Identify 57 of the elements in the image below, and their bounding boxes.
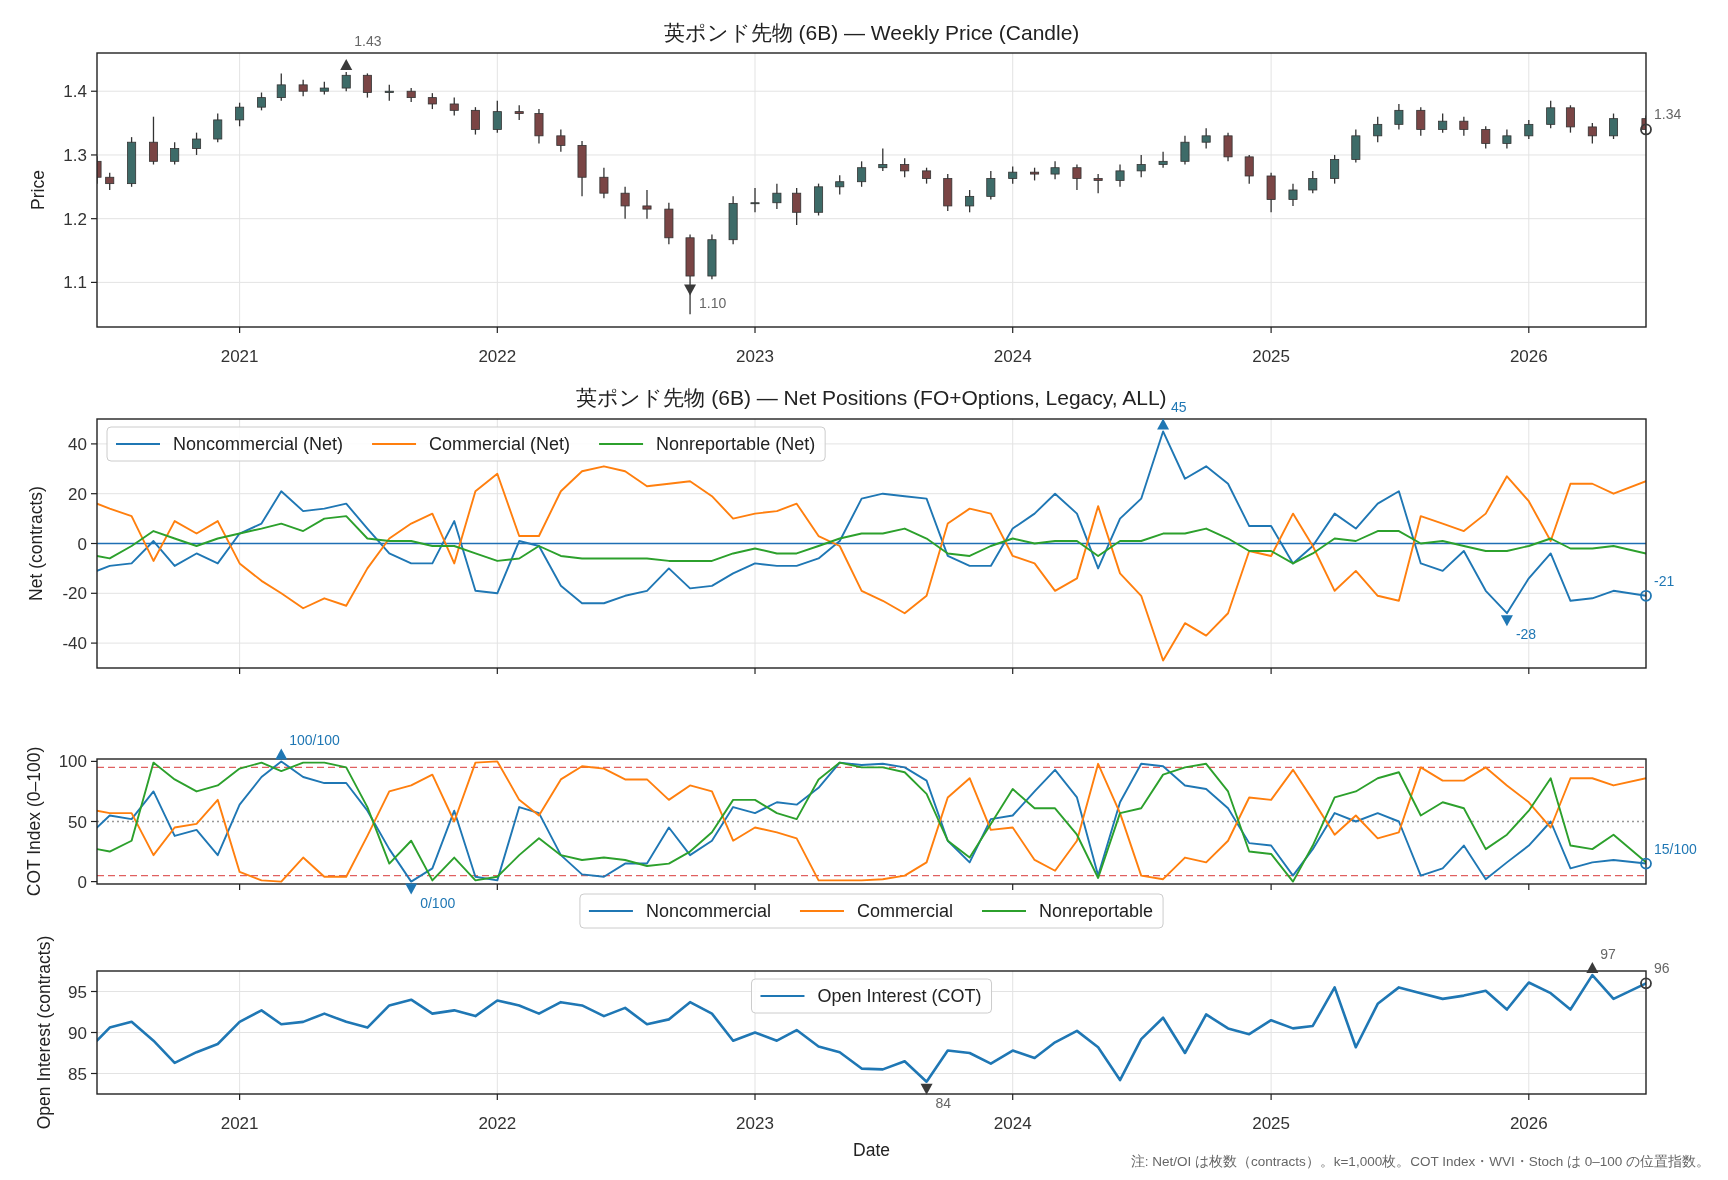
- x-tick-label: 2023: [736, 1114, 774, 1133]
- y-tick-label: 0: [77, 872, 87, 892]
- annotation: 97: [1600, 946, 1617, 963]
- line-series: [97, 515, 1646, 565]
- y-axis-title: COT Index (0–100): [24, 746, 44, 897]
- y-tick-label: 0: [77, 534, 87, 554]
- y-tick-label: 85: [68, 1064, 87, 1084]
- x-tick-label: 2025: [1252, 347, 1291, 366]
- annotation: 1.10: [699, 295, 727, 312]
- x-tick-label: 2022: [478, 347, 517, 366]
- y-tick-label: 100: [58, 752, 87, 772]
- text: 注: Net/OI は枚数（contracts）。k=1,000枚。COT Index・WVI・Stoch は 0–100 の位置指数。: [1130, 1154, 1710, 1169]
- legend-label: Noncommercial: [645, 901, 771, 921]
- y-axis-title: Net (contracts): [26, 486, 46, 601]
- y-tick-label: -20: [62, 584, 87, 604]
- chart-title: 英ポンド先物 (6B) — Weekly Price (Candle): [663, 21, 1080, 44]
- annotation: 45: [1171, 399, 1187, 415]
- y-tick-label: -40: [62, 634, 87, 654]
- chart-title: 英ポンド先物 (6B) — Net Positions (FO+Options, Legacy, ALL): [576, 386, 1167, 409]
- line-series: [97, 465, 1646, 662]
- legend: Open Interest (COT): [750, 978, 993, 1014]
- y-tick-label: 1.4: [63, 82, 87, 102]
- annotation: -28: [1515, 626, 1537, 643]
- x-tick-label: 2022: [478, 1114, 517, 1133]
- legend-label: Commercial: [856, 901, 953, 921]
- legend-label: Open Interest (COT): [817, 986, 982, 1006]
- legend-label: Nonreportable (Net): [656, 434, 816, 454]
- annotation: 96: [1654, 960, 1670, 977]
- y-tick-label: 40: [68, 434, 87, 454]
- y-tick-label: 1.2: [63, 209, 87, 229]
- x-tick-label: 2023: [736, 347, 774, 366]
- x-tick-label: 2021: [220, 347, 259, 366]
- x-tick-label: 2024: [993, 1114, 1032, 1133]
- legend-label: Nonreportable: [1038, 901, 1154, 921]
- x-axis-title: Date: [853, 1140, 890, 1160]
- annotation: 15/100: [1654, 840, 1698, 857]
- annotation: 1.34: [1654, 106, 1682, 123]
- annotation: 1.43: [354, 33, 382, 49]
- annotation: 84: [935, 1094, 952, 1111]
- legend-label: Noncommercial (Net): [173, 434, 344, 454]
- y-tick-label: 95: [68, 982, 87, 1002]
- y-axis-title: Open Interest (contracts): [34, 935, 54, 1130]
- y-tick-label: 90: [68, 1023, 87, 1043]
- legend-label: Commercial (Net): [429, 434, 571, 454]
- x-tick-label: 2025: [1252, 1114, 1291, 1133]
- x-tick-label: 2026: [1509, 347, 1548, 366]
- y-tick-label: 1.3: [63, 145, 87, 165]
- y-axis-title: Price: [28, 170, 48, 210]
- annotation: 0/100: [420, 894, 456, 911]
- y-tick-label: 1.1: [63, 273, 87, 293]
- x-tick-label: 2026: [1509, 1114, 1548, 1133]
- y-tick-label: 20: [68, 484, 87, 504]
- x-tick-label: 2021: [220, 1114, 259, 1133]
- x-tick-label: 2024: [993, 347, 1032, 366]
- annotation: -21: [1654, 572, 1675, 589]
- y-tick-label: 50: [68, 812, 87, 832]
- annotation: 100/100: [289, 732, 341, 749]
